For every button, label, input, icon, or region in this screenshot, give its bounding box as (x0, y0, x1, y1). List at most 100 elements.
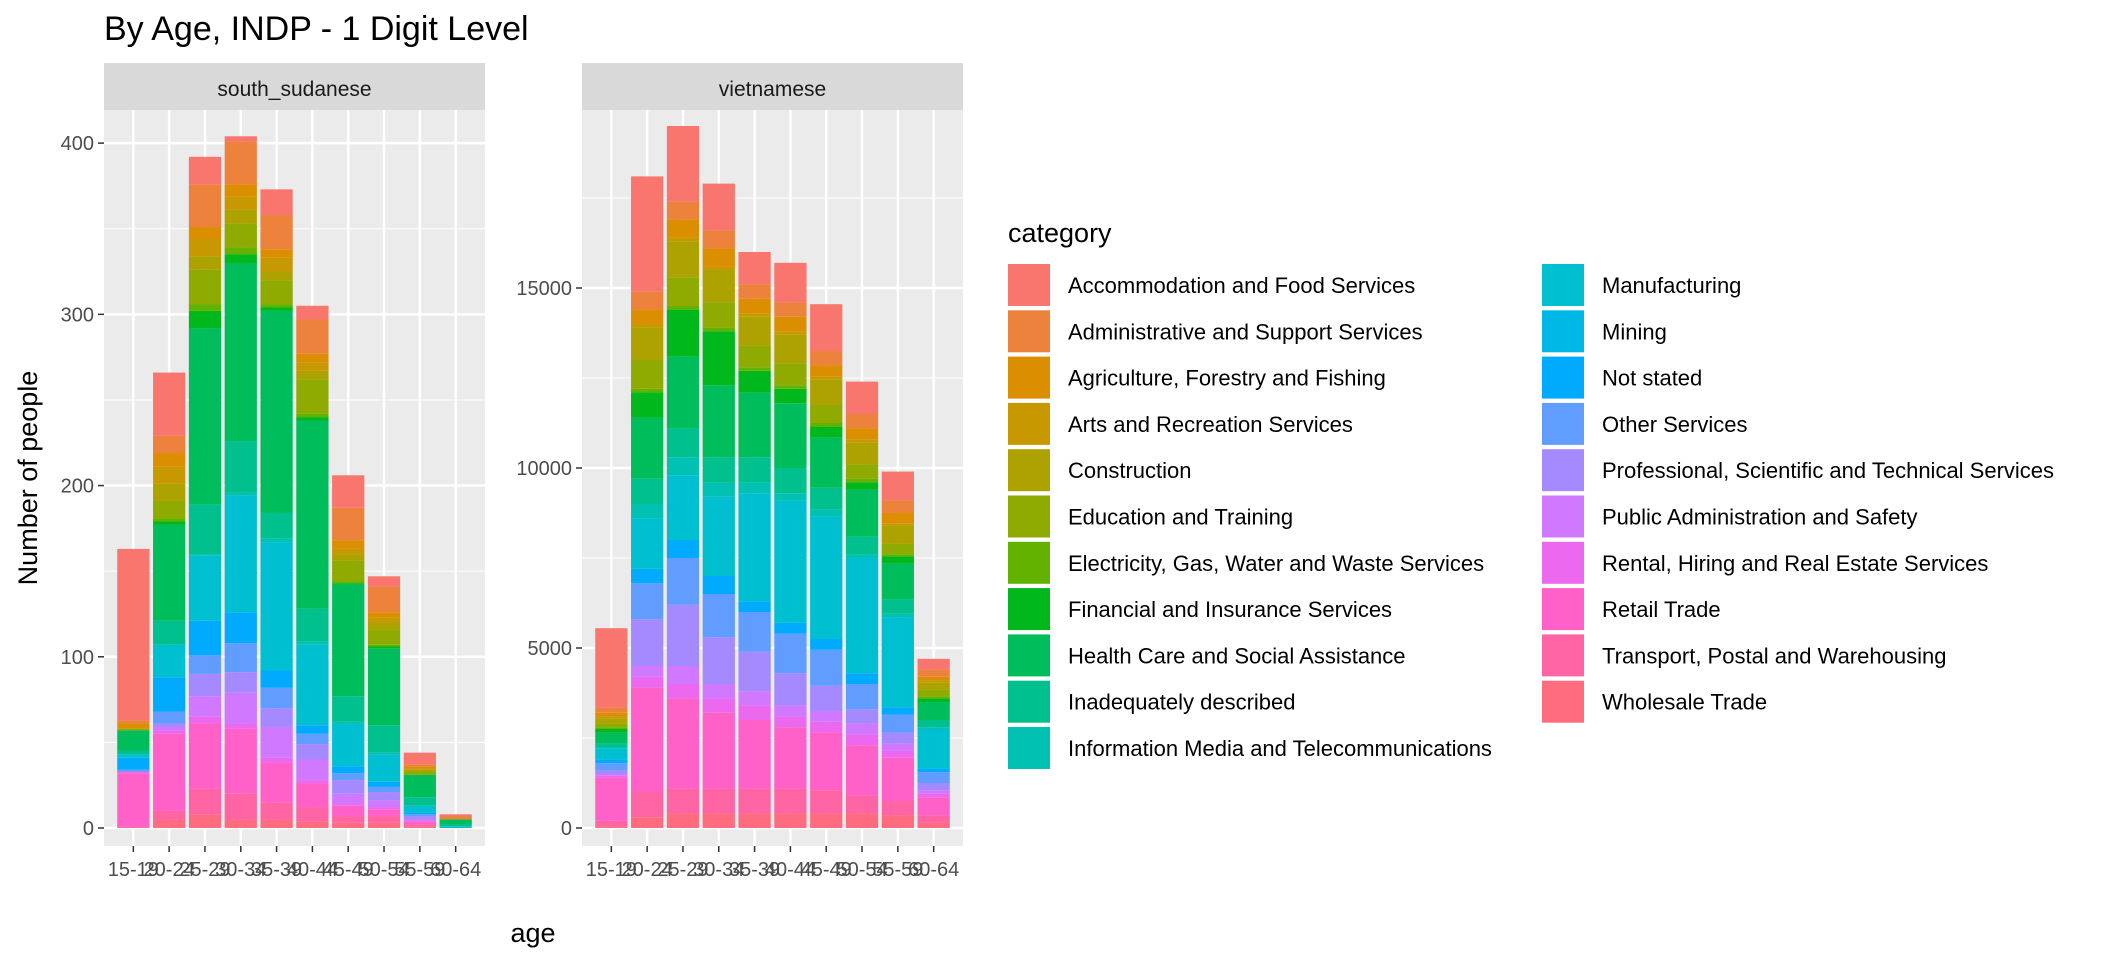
bar-segment-vietnamese-35-39-wholesale-trade (738, 813, 771, 828)
bar-segment-south-sudanese-60-64-manufacturing (439, 826, 472, 828)
bar-segment-vietnamese-55-59-rental-hiring-and-real-estate-services (881, 750, 914, 758)
bar-segment-south-sudanese-35-39-rental-hiring-and-real-estate-services (260, 757, 293, 763)
bar-segment-vietnamese-20-24-agriculture-forestry-and-fishing (631, 309, 664, 324)
bar-segment-south-sudanese-35-39-information-media-and-telecommunications (260, 538, 293, 543)
bar-segment-south-sudanese-25-29-rental-hiring-and-real-estate-services (188, 716, 222, 724)
bar-segment-vietnamese-30-34-inadequately-described (702, 457, 735, 483)
bar-segment-south-sudanese-30-34-rental-hiring-and-real-estate-services (224, 723, 257, 729)
bar-segment-south-sudanese-55-59-accommodation-and-food-services (403, 752, 436, 765)
y-tick-label: 15000 (516, 278, 572, 300)
bar-segment-vietnamese-25-29-administrative-and-support-services (666, 201, 700, 220)
bar-segment-vietnamese-50-54-manufacturing (845, 558, 879, 674)
chart-title: By Age, INDP - 1 Digit Level (104, 10, 529, 48)
bar-segment-vietnamese-30-34-health-care-and-social-assistance (702, 385, 735, 458)
bar-segment-vietnamese-40-44-health-care-and-social-assistance (774, 403, 807, 468)
bar-segment-vietnamese-25-29-transport-postal-and-warehousing (666, 788, 700, 814)
bar-segment-vietnamese-40-44-agriculture-forestry-and-fishing (774, 316, 807, 332)
bar-segment-vietnamese-30-34-not-stated (702, 576, 735, 594)
bar-segment-vietnamese-55-59-information-media-and-telecommunications (881, 613, 914, 618)
legend-label-construction: Construction (1068, 458, 1192, 483)
bar-segment-south-sudanese-35-39-other-services (260, 687, 293, 709)
bar-segment-south-sudanese-35-39-transport-postal-and-warehousing (260, 802, 293, 820)
bar-segment-vietnamese-50-54-public-administration-and-safety (845, 723, 879, 735)
legend-label-professional-scientific-and-technical-services: Professional, Scientific and Technical S… (1602, 458, 2054, 483)
bar-segment-south-sudanese-20-24-wholesale-trade (153, 819, 186, 828)
bar-segment-south-sudanese-45-49-transport-postal-and-warehousing (332, 816, 365, 823)
bar-segment-vietnamese-20-24-retail-trade (631, 687, 664, 792)
legend-swatch-mining (1542, 310, 1584, 353)
bar-segment-south-sudanese-50-54-construction (367, 622, 401, 630)
bar-segment-vietnamese-25-29-other-services (666, 558, 700, 605)
y-tick-label: 0 (83, 818, 94, 840)
bar-segment-south-sudanese-35-39-financial-and-insurance-services (260, 307, 293, 311)
legend-label-arts-and-recreation-services: Arts and Recreation Services (1068, 412, 1353, 437)
bar-segment-vietnamese-30-34-retail-trade (702, 712, 735, 789)
bar-segment-south-sudanese-40-44-electricity-gas-water-and-waste-services (296, 413, 329, 418)
bar-segment-south-sudanese-55-59-construction (403, 769, 436, 772)
bar-segment-south-sudanese-30-34-other-services (224, 643, 257, 673)
panel-vietnamese-strip-label: vietnamese (719, 78, 826, 101)
legend-label-administrative-and-support-services: Administrative and Support Services (1068, 319, 1423, 344)
bar-segment-vietnamese-50-54-electricity-gas-water-and-waste-services (845, 478, 879, 483)
bar-segment-south-sudanese-45-49-wholesale-trade (332, 822, 365, 828)
bar-segment-south-sudanese-55-59-health-care-and-social-assistance (403, 774, 436, 798)
bar-segment-south-sudanese-40-44-agriculture-forestry-and-fishing (296, 353, 329, 363)
legend-label-other-services: Other Services (1602, 412, 1748, 437)
bar-segment-south-sudanese-55-59-not-stated (403, 812, 436, 815)
bar-segment-south-sudanese-20-24-construction (153, 483, 186, 501)
bar-segment-vietnamese-40-44-rental-hiring-and-real-estate-services (774, 716, 807, 728)
legend-label-health-care-and-social-assistance: Health Care and Social Assistance (1068, 643, 1406, 668)
bar-segment-south-sudanese-25-29-education-and-training (188, 269, 222, 305)
legend-label-rental-hiring-and-real-estate-services: Rental, Hiring and Real Estate Services (1602, 551, 1988, 576)
bar-segment-south-sudanese-25-29-arts-and-recreation-services (188, 239, 222, 257)
bar-segment-vietnamese-20-24-administrative-and-support-services (631, 291, 664, 310)
bar-segment-vietnamese-45-49-transport-postal-and-warehousing (810, 790, 843, 814)
bar-segment-vietnamese-45-49-professional-scientific-and-technical-services (810, 685, 843, 711)
bar-segment-vietnamese-50-54-construction (845, 442, 879, 465)
bar-segment-vietnamese-40-44-accommodation-and-food-services (774, 262, 807, 303)
x-tick-label: 25-29 (179, 859, 230, 881)
bar-segment-south-sudanese-40-44-administrative-and-support-services (296, 319, 329, 354)
bar-segment-south-sudanese-45-49-professional-scientific-and-technical-services (332, 780, 365, 794)
bar-segment-vietnamese-40-44-transport-postal-and-warehousing (774, 788, 807, 814)
legend-swatch-health-care-and-social-assistance (1008, 634, 1050, 677)
bar-segment-south-sudanese-20-24-financial-and-insurance-services (153, 521, 186, 525)
bar-segment-south-sudanese-35-39-manufacturing (260, 542, 293, 671)
bar-segment-vietnamese-40-44-not-stated (774, 622, 807, 634)
bar-segment-vietnamese-45-49-wholesale-trade (810, 813, 843, 828)
bar-segment-vietnamese-60-64-construction (917, 682, 950, 690)
bar-segment-vietnamese-35-39-agriculture-forestry-and-fishing (738, 298, 771, 314)
bar-segment-south-sudanese-35-39-inadequately-described (260, 512, 293, 539)
x-tick-label: 40-44 (287, 859, 338, 881)
bar-segment-vietnamese-60-64-health-care-and-social-assistance (917, 702, 950, 720)
bar-segment-vietnamese-40-44-public-administration-and-safety (774, 705, 807, 717)
bar-segment-vietnamese-40-44-arts-and-recreation-services (774, 331, 807, 335)
x-tick-label: 45-49 (801, 859, 852, 881)
bar-segment-vietnamese-50-54-rental-hiring-and-real-estate-services (845, 734, 879, 746)
bar-segment-south-sudanese-40-44-manufacturing (296, 644, 329, 726)
bar-segment-south-sudanese-40-44-information-media-and-telecommunications (296, 641, 329, 645)
bar-segment-south-sudanese-30-34-administrative-and-support-services (224, 141, 257, 185)
legend-swatch-wholesale-trade (1542, 680, 1584, 723)
bar-segment-vietnamese-20-24-other-services (631, 583, 664, 620)
bar-segment-vietnamese-35-39-not-stated (738, 601, 771, 612)
bar-segment-south-sudanese-25-29-public-administration-and-safety (188, 696, 222, 717)
bar-segment-vietnamese-55-59-not-stated (881, 707, 914, 715)
bar-segment-vietnamese-55-59-inadequately-described (881, 599, 914, 614)
bar-segment-vietnamese-15-19-inadequately-described (595, 743, 628, 747)
bar-segment-south-sudanese-40-44-rental-hiring-and-real-estate-services (296, 780, 329, 784)
bar-segment-vietnamese-15-19-agriculture-forestry-and-fishing (595, 712, 628, 717)
bar-segment-south-sudanese-60-64-health-care-and-social-assistance (439, 819, 472, 825)
bar-segment-vietnamese-40-44-wholesale-trade (774, 813, 807, 828)
bar-segment-vietnamese-60-64-agriculture-forestry-and-fishing (917, 676, 950, 681)
legend-label-financial-and-insurance-services: Financial and Insurance Services (1068, 597, 1392, 622)
bar-segment-south-sudanese-35-39-administrative-and-support-services (260, 215, 293, 250)
bar-segment-south-sudanese-55-59-education-and-training (403, 771, 436, 775)
panel-vietnamese-marks: 0 5000 10000 15000 15-1920-2425-2930-3435-39… (516, 110, 963, 881)
bar-segment-vietnamese-25-29-arts-and-recreation-services (666, 237, 700, 242)
bar-segment-vietnamese-55-59-electricity-gas-water-and-waste-services (881, 554, 914, 557)
bar-segment-vietnamese-15-19-manufacturing (595, 748, 628, 760)
bar-segment-vietnamese-25-29-financial-and-insurance-services (666, 309, 700, 357)
x-tick-label: 50-54 (358, 859, 409, 881)
bar-segment-south-sudanese-15-19-administrative-and-support-services (117, 720, 150, 724)
